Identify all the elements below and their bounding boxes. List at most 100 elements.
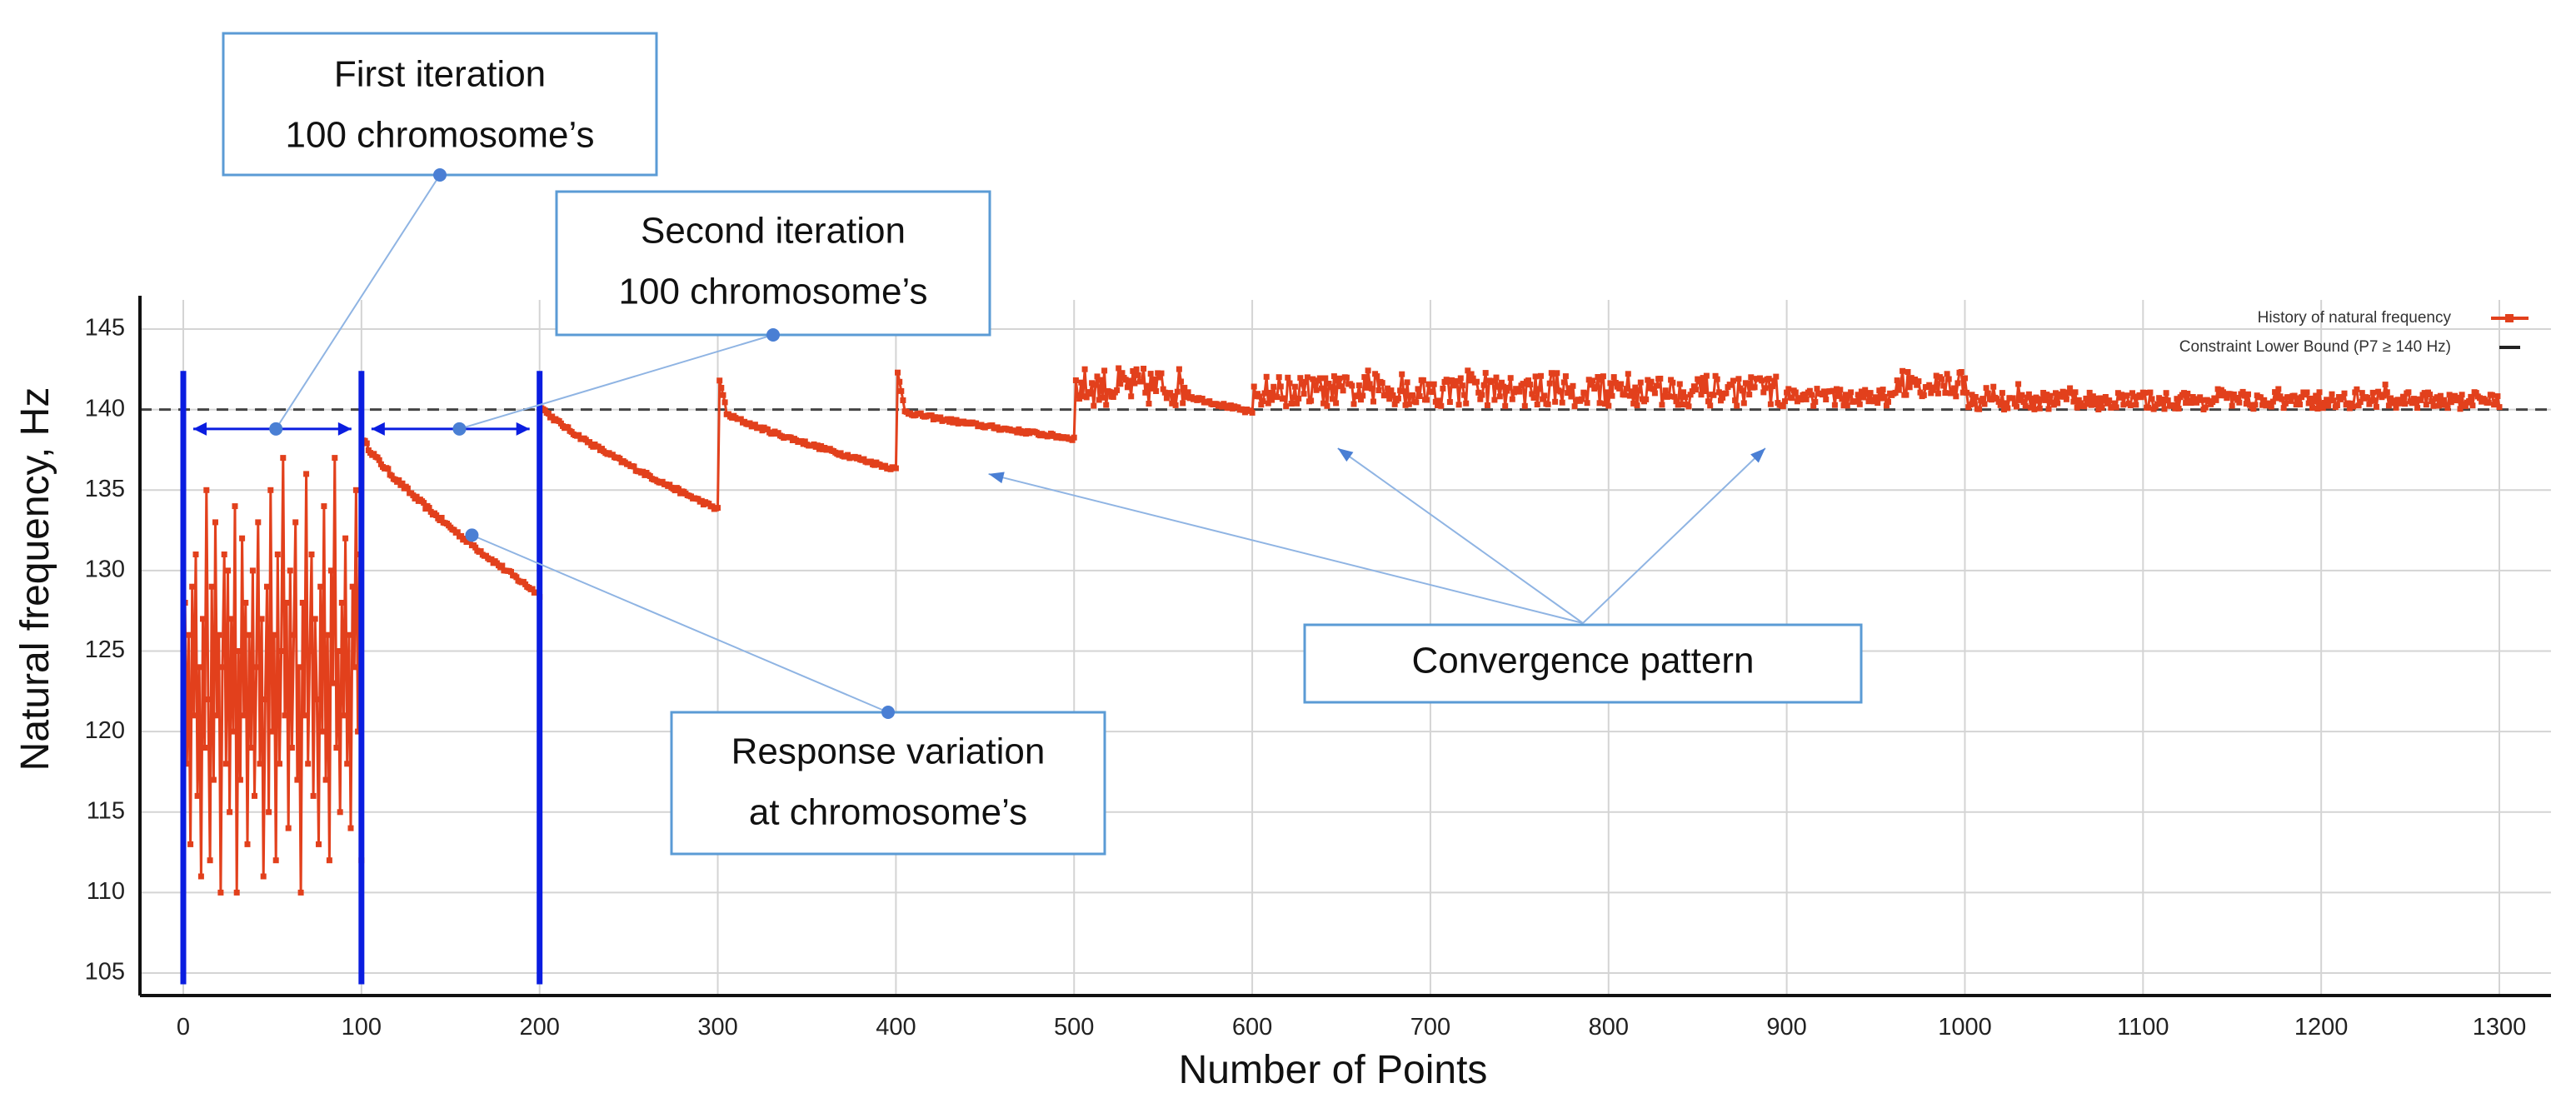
callout-anchor-dot xyxy=(452,422,467,436)
data-point xyxy=(1116,365,1122,372)
data-point xyxy=(1128,393,1135,400)
data-point xyxy=(2468,393,2474,400)
data-point xyxy=(2022,402,2029,409)
data-point xyxy=(1657,376,1664,382)
data-point xyxy=(1685,403,1692,410)
data-point xyxy=(2001,407,2007,413)
data-point xyxy=(1122,377,1129,383)
data-point xyxy=(1343,374,1350,381)
data-point xyxy=(2236,399,2243,406)
data-point xyxy=(2159,397,2166,402)
x-tick-label: 1100 xyxy=(2117,1014,2169,1041)
data-point xyxy=(2089,393,2096,400)
data-point xyxy=(2250,406,2257,412)
data-point xyxy=(1714,376,1720,382)
data-point xyxy=(2127,402,2134,408)
data-point xyxy=(845,452,851,458)
data-point xyxy=(2224,395,2230,402)
data-point xyxy=(477,548,484,555)
data-point xyxy=(1945,376,1952,382)
x-tick-label: 1000 xyxy=(1938,1014,1992,1041)
callout-arrow-head xyxy=(988,472,1005,484)
data-point xyxy=(2141,390,2148,396)
data-point xyxy=(1682,394,1689,401)
data-point xyxy=(1330,373,1337,380)
callout-anchor-dot xyxy=(465,528,479,542)
data-point xyxy=(333,745,340,751)
data-point xyxy=(244,841,251,847)
data-point xyxy=(1532,373,1539,380)
data-point xyxy=(892,465,899,472)
data-point xyxy=(1349,382,1355,389)
data-point xyxy=(488,556,495,562)
data-point xyxy=(1156,374,1163,381)
data-point xyxy=(246,631,252,638)
data-point xyxy=(1449,377,1455,383)
data-point xyxy=(192,552,199,557)
data-point xyxy=(631,463,637,470)
data-point xyxy=(1258,402,1265,408)
arrow-head-left xyxy=(371,422,385,436)
data-point xyxy=(1468,371,1475,377)
data-point xyxy=(1496,393,1503,400)
data-point xyxy=(371,451,377,457)
y-tick-label: 140 xyxy=(85,395,125,422)
data-point xyxy=(344,761,351,767)
data-point xyxy=(1096,397,1102,403)
data-point xyxy=(718,385,725,391)
data-point xyxy=(287,567,293,574)
data-point xyxy=(764,426,771,432)
data-point xyxy=(1676,381,1683,387)
data-point xyxy=(1650,386,1656,392)
data-point xyxy=(2391,400,2398,407)
arrow-head-right xyxy=(337,422,352,436)
data-point xyxy=(898,387,905,394)
data-point xyxy=(1397,387,1404,394)
data-point xyxy=(1171,393,1177,399)
data-point xyxy=(1457,375,1464,382)
callout-box xyxy=(555,190,991,337)
callout-text: 100 chromosome’s xyxy=(619,272,928,312)
data-point xyxy=(388,472,395,479)
data-point xyxy=(2305,400,2312,407)
data-point xyxy=(2038,396,2044,402)
data-point xyxy=(1400,388,1407,395)
data-point xyxy=(1579,396,1585,402)
data-point xyxy=(1251,383,1257,390)
data-point xyxy=(2400,393,2406,400)
data-point xyxy=(1106,388,1113,395)
data-point xyxy=(2059,388,2066,395)
callout-box xyxy=(1303,623,1863,704)
data-point xyxy=(1571,403,1578,410)
data-point xyxy=(2084,401,2091,407)
data-point xyxy=(1959,389,1966,396)
data-point xyxy=(2172,405,2179,412)
data-point xyxy=(2031,406,2038,412)
data-point xyxy=(2184,391,2191,397)
data-point xyxy=(2216,392,2223,399)
data-point xyxy=(1794,398,1800,405)
data-point xyxy=(299,600,306,606)
data-point xyxy=(1670,379,1676,386)
data-point xyxy=(2297,402,2303,407)
data-point xyxy=(1632,384,1639,391)
data-point xyxy=(1290,394,1296,401)
data-point xyxy=(308,552,315,557)
data-point xyxy=(1914,382,1920,388)
data-point xyxy=(1748,374,1755,381)
data-point xyxy=(1908,375,1915,382)
data-point xyxy=(2448,399,2454,406)
data-point xyxy=(1399,371,1405,377)
data-point xyxy=(2053,390,2059,397)
data-point xyxy=(1133,366,1140,372)
data-point xyxy=(1099,394,1106,401)
data-point xyxy=(194,792,201,799)
data-point xyxy=(1673,398,1680,405)
data-point xyxy=(1327,384,1334,391)
data-point xyxy=(1402,402,1409,408)
data-point xyxy=(1630,400,1637,407)
data-point xyxy=(1172,402,1179,408)
data-point xyxy=(1643,396,1650,402)
data-point xyxy=(1283,403,1290,410)
